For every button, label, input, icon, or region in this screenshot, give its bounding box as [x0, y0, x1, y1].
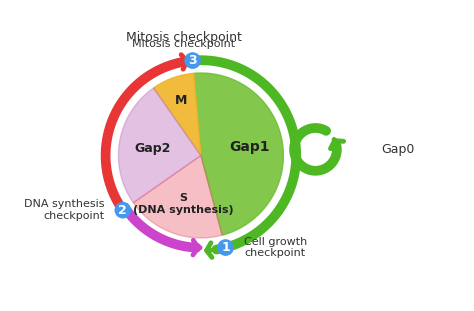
Polygon shape — [194, 73, 283, 235]
Text: Cell growth
checkpoint: Cell growth checkpoint — [244, 237, 307, 258]
Text: DNA synthesis
checkpoint: DNA synthesis checkpoint — [24, 199, 105, 221]
Circle shape — [185, 53, 200, 68]
Text: Gap2: Gap2 — [134, 142, 171, 155]
Text: Mitosis checkpoint: Mitosis checkpoint — [132, 39, 235, 49]
Text: M: M — [175, 95, 187, 108]
Text: Mitosis checkpoint: Mitosis checkpoint — [126, 31, 241, 44]
Text: 1: 1 — [221, 241, 230, 254]
Text: S
(DNA synthesis): S (DNA synthesis) — [133, 193, 234, 215]
Polygon shape — [118, 88, 201, 203]
Text: 2: 2 — [118, 204, 127, 217]
Circle shape — [218, 240, 233, 255]
Polygon shape — [133, 156, 222, 238]
Polygon shape — [154, 73, 201, 156]
Text: Gap1: Gap1 — [229, 140, 269, 154]
Circle shape — [115, 202, 130, 218]
Text: 3: 3 — [188, 54, 197, 67]
Text: Gap0: Gap0 — [381, 143, 414, 156]
